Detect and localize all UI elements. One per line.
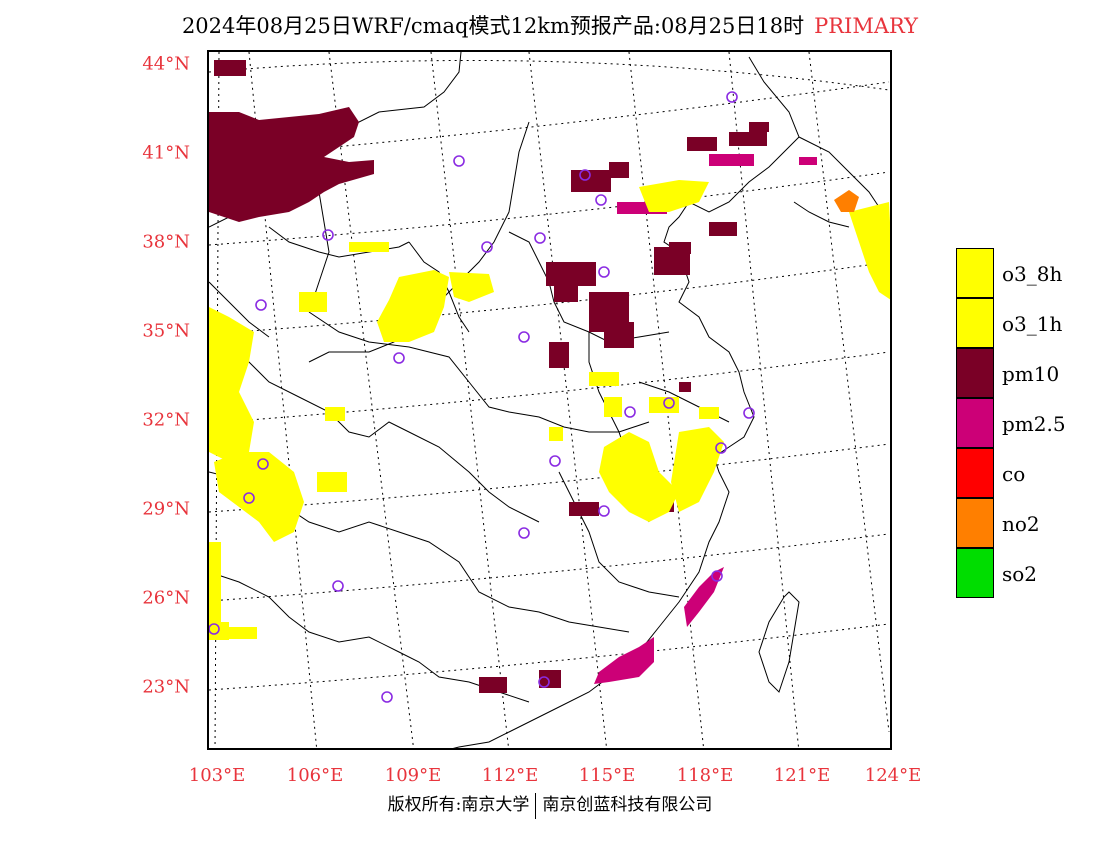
pm10-areas xyxy=(209,60,769,693)
legend-label: pm10 xyxy=(1002,362,1060,386)
legend-label: o3_8h xyxy=(1002,262,1063,286)
legend-swatch xyxy=(956,348,994,398)
title-main: 2024年08月25日WRF/cmaq模式12km预报产品:08月25日18时 xyxy=(181,14,805,38)
lon-label-106: 106°E xyxy=(286,765,344,786)
copyright-left: 版权所有:南京大学 xyxy=(387,795,530,815)
lat-label-29: 29°N xyxy=(142,498,190,520)
copyright-right: 南京创蓝科技有限公司 xyxy=(542,795,713,815)
legend-swatch xyxy=(956,448,994,498)
lat-label-23: 23°N xyxy=(142,676,190,698)
lon-label-115: 115°E xyxy=(578,765,636,786)
lon-label-103: 103°E xyxy=(188,765,246,786)
lon-label-112: 112°E xyxy=(481,765,539,786)
legend-label: o3_1h xyxy=(1002,312,1063,336)
map-canvas xyxy=(209,52,890,748)
boundaries xyxy=(209,52,880,748)
legend-label: so2 xyxy=(1002,562,1038,586)
copyright: 版权所有:南京大学 南京创蓝科技有限公司 xyxy=(0,790,1100,819)
o3-areas xyxy=(209,180,890,640)
lon-label-109: 109°E xyxy=(384,765,442,786)
no2-areas xyxy=(834,190,859,212)
legend-swatch xyxy=(956,398,994,448)
lat-label-26: 26°N xyxy=(142,587,190,609)
copyright-divider xyxy=(535,792,537,819)
legend-label: co xyxy=(1002,462,1026,486)
lon-label-121: 121°E xyxy=(773,765,831,786)
lat-label-35: 35°N xyxy=(142,320,190,342)
legend-label: pm2.5 xyxy=(1002,412,1066,436)
lat-label-38: 38°N xyxy=(142,231,190,253)
map-title: 2024年08月25日WRF/cmaq模式12km预报产品:08月25日18时 P… xyxy=(0,10,1100,40)
lat-label-32: 32°N xyxy=(142,409,190,431)
title-product: PRIMARY xyxy=(814,14,919,38)
station-markers xyxy=(209,91,755,703)
legend-swatch xyxy=(956,298,994,348)
legend-swatch xyxy=(956,548,994,598)
legend-swatch xyxy=(956,248,994,298)
lat-label-44: 44°N xyxy=(142,53,190,75)
legend-label: no2 xyxy=(1002,512,1040,536)
legend-swatch xyxy=(956,498,994,548)
map-panel[interactable] xyxy=(207,50,892,750)
lon-label-118: 118°E xyxy=(676,765,734,786)
lon-label-124: 124°E xyxy=(864,765,922,786)
lat-label-41: 41°N xyxy=(142,142,190,164)
